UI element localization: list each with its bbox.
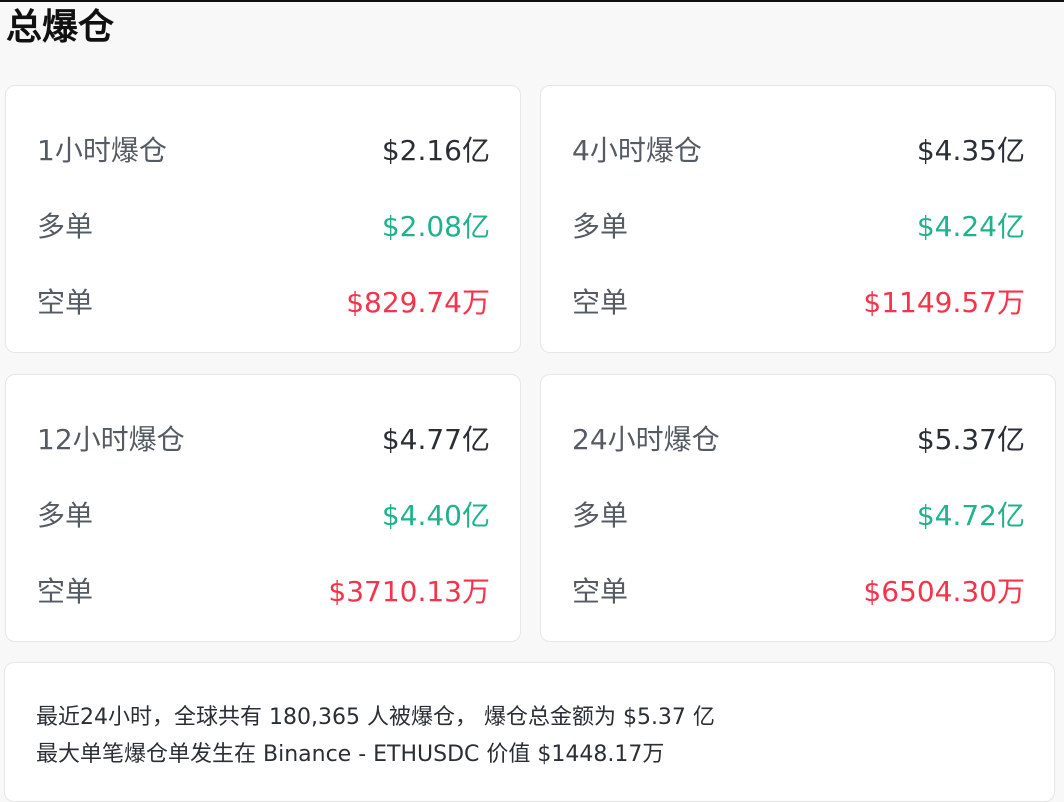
short-label: 空单	[37, 286, 94, 319]
page-title: 总爆仓	[6, 7, 115, 48]
long-label: 多单	[572, 210, 629, 243]
short-value: $6504.30万	[863, 575, 1025, 608]
short-value: $3710.13万	[328, 575, 490, 608]
summary-line-total: 最近24小时，全球共有 180,365 人被爆仓， 爆仓总金额为 $5.37 亿	[36, 705, 715, 730]
long-label: 多单	[572, 499, 629, 532]
total-value: $5.37亿	[916, 423, 1025, 456]
liquidation-card-1h: 1小时爆仓 $2.16亿 多单 $2.08亿 空单 $829.74万	[5, 85, 521, 353]
long-value: $2.08亿	[381, 210, 490, 243]
short-label: 空单	[37, 575, 94, 608]
summary-line-largest: 最大单笔爆仓单发生在 Binance - ETHUSDC 价值 $1448.17…	[36, 742, 665, 767]
total-value: $2.16亿	[381, 134, 490, 167]
short-label: 空单	[572, 575, 629, 608]
total-value: $4.35亿	[916, 134, 1025, 167]
summary-card: 最近24小时，全球共有 180,365 人被爆仓， 爆仓总金额为 $5.37 亿…	[4, 662, 1055, 802]
long-value: $4.72亿	[916, 499, 1025, 532]
long-value: $4.40亿	[381, 499, 490, 532]
period-label: 4小时爆仓	[572, 134, 702, 167]
liquidation-card-24h: 24小时爆仓 $5.37亿 多单 $4.72亿 空单 $6504.30万	[540, 374, 1056, 642]
short-label: 空单	[572, 286, 629, 319]
liquidation-card-4h: 4小时爆仓 $4.35亿 多单 $4.24亿 空单 $1149.57万	[540, 85, 1056, 353]
long-label: 多单	[37, 499, 94, 532]
total-value: $4.77亿	[381, 423, 490, 456]
period-label: 12小时爆仓	[37, 423, 185, 456]
short-value: $1149.57万	[863, 286, 1025, 319]
long-label: 多单	[37, 210, 94, 243]
period-label: 1小时爆仓	[37, 134, 167, 167]
short-value: $829.74万	[346, 286, 490, 319]
long-value: $4.24亿	[916, 210, 1025, 243]
liquidation-card-12h: 12小时爆仓 $4.77亿 多单 $4.40亿 空单 $3710.13万	[5, 374, 521, 642]
period-label: 24小时爆仓	[572, 423, 720, 456]
